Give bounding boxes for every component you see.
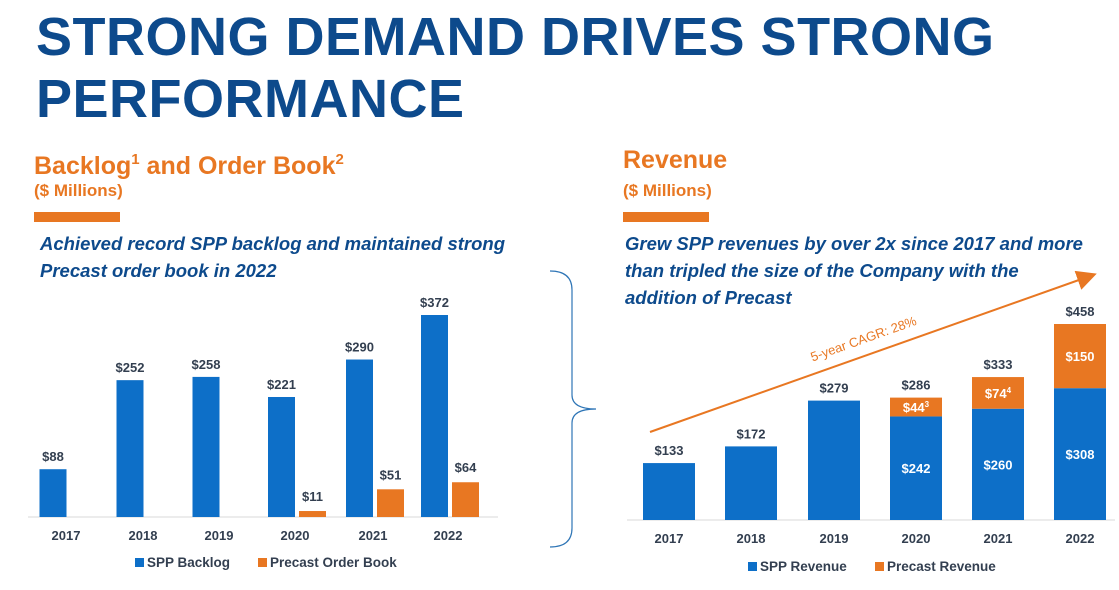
legend-label-precast-order-book: Precast Order Book — [270, 555, 397, 570]
spp-backlog-bar — [346, 359, 373, 517]
spp-revenue-value-label: $308 — [1066, 447, 1095, 462]
footnote-superscript: 3 — [925, 400, 930, 409]
order-book-heading-text: and Order Book — [139, 152, 336, 180]
spp-backlog-bar — [116, 380, 144, 517]
spp-backlog-value-label: $221 — [267, 377, 296, 392]
spp-backlog-value-label: $252 — [116, 360, 145, 375]
backlog-description: Achieved record SPP backlog and maintain… — [40, 233, 506, 281]
x-tick-label: 2017 — [655, 531, 684, 546]
revenue-heading: Revenue — [623, 146, 728, 174]
revenue-total-label: $458 — [1066, 304, 1095, 319]
precast-order-book-bar — [299, 511, 326, 517]
spp-revenue-bar — [890, 416, 942, 520]
precast-revenue-bar — [972, 377, 1024, 409]
backlog-units: ($ Millions) — [34, 181, 123, 200]
backlog-chart: $88 2017 $252 2018 $258 2019 $221 $11 2020 $290 $5… — [39, 295, 479, 543]
spp-revenue-value-label: $242 — [902, 461, 931, 476]
x-tick-label: 2017 — [52, 528, 81, 543]
x-tick-label: 2020 — [902, 531, 931, 546]
footnote-1: 1 — [131, 151, 140, 168]
x-tick-label: 2019 — [820, 531, 849, 546]
spp-backlog-value-label: $258 — [192, 357, 221, 372]
spp-revenue-value-label: $260 — [984, 457, 1013, 472]
revenue-total-label: $133 — [655, 443, 684, 458]
x-tick-label: 2020 — [281, 528, 310, 543]
x-tick-label: 2021 — [984, 531, 1013, 546]
footnote-superscript: 4 — [1007, 386, 1012, 395]
spp-backlog-value-label: $88 — [42, 449, 64, 464]
precast-order-book-bar — [452, 482, 479, 517]
x-tick-label: 2022 — [434, 528, 463, 543]
backlog-accent-rule — [34, 212, 120, 222]
x-tick-label: 2018 — [129, 528, 158, 543]
precast-order-book-bar — [377, 489, 404, 517]
precast-revenue-bar — [890, 397, 942, 417]
page-title: STRONG DEMAND DRIVES STRONG PERFORMANCE — [36, 7, 995, 129]
spp-backlog-bar — [268, 396, 295, 517]
cagr-arrow — [649, 270, 1097, 433]
precast-revenue-value-label: $443 — [903, 400, 930, 415]
revenue-description: Grew SPP revenues by over 2x since 2017 … — [625, 233, 1083, 308]
footnote-2: 2 — [335, 151, 344, 168]
x-tick-label: 2018 — [737, 531, 766, 546]
revenue-accent-rule — [623, 212, 709, 222]
legend-swatch-spp-backlog — [135, 558, 144, 567]
backlog-heading: Backlog1 and Order Book2 — [34, 146, 344, 180]
spp-revenue-bar — [972, 408, 1024, 520]
spp-backlog-value-label: $372 — [420, 295, 449, 310]
spp-backlog-bar — [192, 376, 220, 517]
backlog-heading-text: Backlog — [34, 152, 132, 180]
legend-swatch-precast-order-book — [258, 558, 267, 567]
precast-order-book-value-label: $51 — [380, 467, 402, 482]
x-tick-label: 2022 — [1066, 531, 1095, 546]
bracket-divider — [549, 270, 597, 548]
legend-swatch-precast-revenue — [875, 562, 884, 571]
precast-revenue-value-label: $150 — [1066, 349, 1095, 364]
x-tick-label: 2021 — [359, 528, 388, 543]
precast-revenue-value-label: $744 — [985, 386, 1012, 401]
revenue-chart: $133 2017 $172 2018 $279 2019 $242 $443 $286 2020… — [643, 304, 1106, 546]
precast-revenue-bar — [1054, 324, 1106, 389]
x-tick-label: 2019 — [205, 528, 234, 543]
revenue-units: ($ Millions) — [623, 181, 712, 200]
spp-revenue-bar — [1054, 388, 1106, 520]
legend-label-spp-revenue: SPP Revenue — [760, 559, 847, 574]
spp-revenue-bar — [725, 446, 777, 520]
legend-swatch-spp-revenue — [748, 562, 757, 571]
precast-order-book-value-label: $64 — [455, 460, 477, 475]
revenue-total-label: $333 — [984, 357, 1013, 372]
precast-order-book-value-label: $11 — [302, 489, 323, 504]
spp-revenue-bar — [643, 463, 695, 520]
spp-backlog-bar — [39, 469, 67, 517]
spp-backlog-value-label: $290 — [345, 340, 374, 355]
revenue-total-label: $286 — [902, 378, 931, 393]
revenue-total-label: $172 — [737, 426, 766, 441]
spp-backlog-bar — [421, 315, 448, 517]
revenue-total-label: $279 — [820, 381, 849, 396]
legend-label-spp-backlog: SPP Backlog — [147, 555, 230, 570]
spp-revenue-bar — [808, 400, 860, 520]
legend-label-precast-revenue: Precast Revenue — [887, 559, 996, 574]
